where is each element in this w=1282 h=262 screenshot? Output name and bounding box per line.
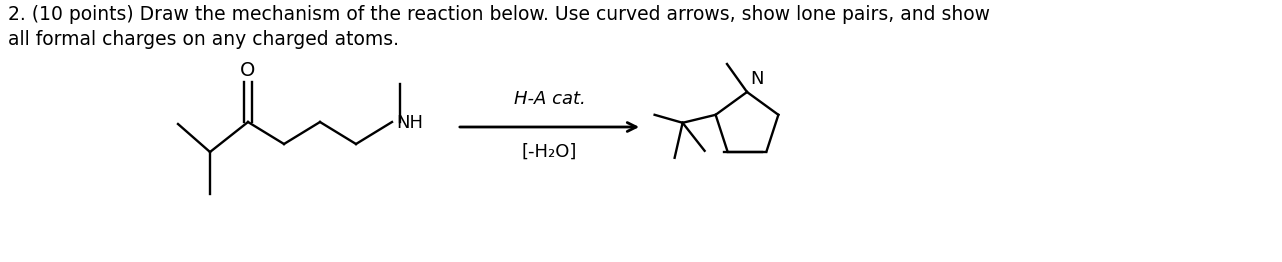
Text: 2. (10 points) Draw the mechanism of the reaction below. Use curved arrows, show: 2. (10 points) Draw the mechanism of the… bbox=[8, 5, 990, 49]
Text: [-H₂O]: [-H₂O] bbox=[522, 143, 577, 161]
Text: NH: NH bbox=[396, 114, 423, 132]
Text: N: N bbox=[750, 70, 764, 88]
Text: O: O bbox=[240, 61, 255, 80]
Text: H-A cat.: H-A cat. bbox=[514, 90, 586, 108]
